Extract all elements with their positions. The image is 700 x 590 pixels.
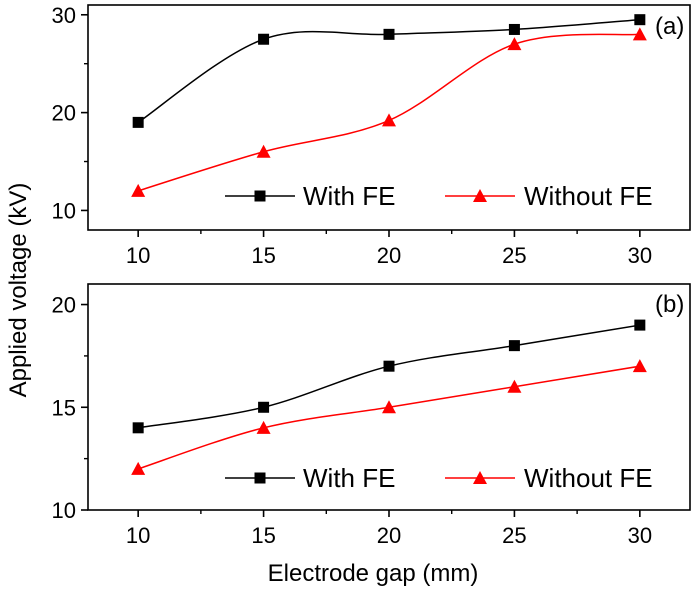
data-point (256, 420, 271, 434)
legend-marker (254, 472, 266, 484)
data-point (634, 14, 646, 26)
data-point (632, 27, 647, 41)
y-tick-label: 20 (52, 293, 76, 318)
series-line (137, 33, 640, 192)
legend-marker (473, 471, 487, 484)
y-tick-label: 15 (52, 395, 76, 420)
data-point (507, 379, 522, 393)
x-tick-label: 20 (377, 243, 401, 268)
legend-label: With FE (303, 463, 395, 493)
x-tick-label: 10 (126, 523, 150, 548)
legend-label: Without FE (524, 181, 653, 211)
y-tick-label: 10 (52, 198, 76, 223)
data-point (131, 183, 146, 197)
data-point (632, 359, 647, 373)
panel-label: (b) (655, 291, 684, 318)
data-point (508, 23, 520, 35)
data-point (383, 28, 395, 40)
y-tick-label: 10 (52, 498, 76, 523)
panel-b: 10 15 20 25 30 10 15 20 (b) With FE Without FE (52, 283, 691, 548)
panel-label: (a) (655, 13, 684, 40)
x-tick-label: 15 (251, 243, 275, 268)
data-point (256, 144, 271, 158)
x-tick-label: 30 (628, 243, 652, 268)
data-point (507, 37, 522, 51)
data-point (382, 400, 396, 414)
x-tick-label: 20 (377, 523, 401, 548)
x-tick-label: 30 (628, 523, 652, 548)
data-point (132, 422, 144, 434)
y-tick-label: 20 (52, 101, 76, 126)
x-axis-title: Electrode gap (mm) (268, 560, 479, 587)
data-point (634, 319, 646, 331)
data-point (258, 33, 270, 45)
x-tick-label: 25 (502, 243, 526, 268)
data-point (508, 340, 520, 352)
data-point (383, 360, 395, 372)
legend-label: With FE (303, 181, 395, 211)
y-axis-title: Applied voltage (kV) (5, 183, 32, 398)
x-tick-label: 15 (251, 523, 275, 548)
x-tick-label: 10 (126, 243, 150, 268)
data-point (258, 401, 270, 413)
y-tick-label: 30 (52, 3, 76, 28)
legend-marker (254, 190, 266, 202)
data-point (132, 116, 144, 128)
legend-marker (473, 189, 487, 202)
data-point (382, 113, 396, 127)
data-point (131, 461, 146, 475)
x-tick-label: 25 (502, 523, 526, 548)
panel-a: 10 15 20 25 30 10 20 30 (a) With FE Without FE (52, 3, 691, 268)
legend-label: Without FE (524, 463, 653, 493)
